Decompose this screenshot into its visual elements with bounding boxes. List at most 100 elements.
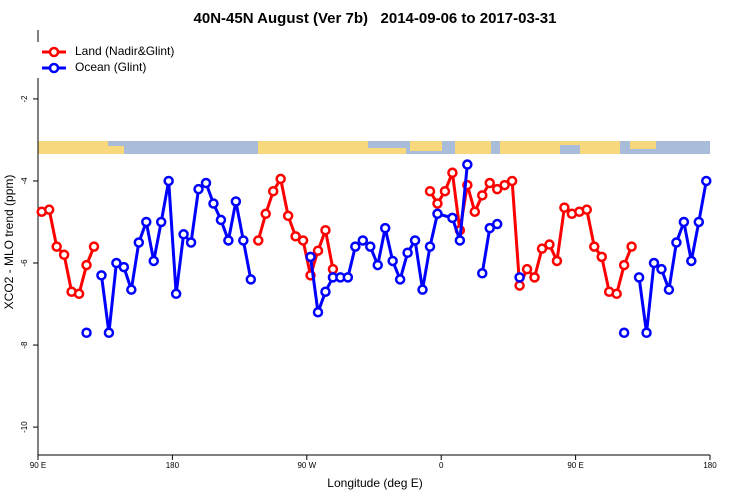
point [215, 214, 227, 226]
y-tick-label: -2 [20, 95, 29, 103]
legend [36, 42, 186, 78]
point [491, 183, 503, 195]
point [477, 190, 488, 201]
series-line [99, 164, 708, 333]
point [267, 185, 279, 197]
point [350, 241, 361, 252]
legend-label: Land (Nadir&Glint) [75, 44, 174, 58]
legend-label: Ocean (Glint) [75, 60, 146, 74]
point [372, 259, 383, 271]
point [529, 272, 540, 283]
point [141, 216, 152, 228]
point [223, 235, 234, 246]
point [611, 288, 622, 300]
point [200, 177, 212, 189]
point [469, 206, 481, 217]
point [462, 159, 473, 170]
point [51, 241, 62, 252]
point [88, 241, 100, 252]
point [641, 327, 652, 339]
x-tick-label: 0 [439, 461, 444, 470]
point [126, 284, 137, 295]
point [178, 229, 189, 240]
point [208, 198, 219, 209]
point [185, 237, 197, 248]
point [402, 247, 413, 259]
point [596, 251, 607, 263]
point [290, 231, 301, 242]
point [387, 255, 398, 267]
point [73, 288, 85, 300]
point [155, 216, 167, 228]
point [133, 237, 145, 248]
x-axis-label: Longitude (deg E) [327, 476, 422, 490]
point [148, 255, 159, 267]
point [559, 202, 570, 213]
point [499, 179, 510, 191]
point [81, 327, 92, 339]
point [663, 284, 675, 295]
point [417, 284, 428, 295]
x-tick-label: 180 [703, 461, 717, 470]
point [43, 204, 55, 215]
y-tick-label: -10 [20, 421, 29, 433]
point [618, 327, 630, 339]
point [342, 272, 354, 283]
point [58, 249, 70, 261]
point [491, 218, 503, 230]
point [163, 175, 174, 187]
y-tick-label: -4 [20, 177, 29, 185]
point [297, 235, 309, 246]
legend-marker [48, 46, 60, 58]
point [514, 272, 525, 283]
point [357, 235, 369, 246]
point [312, 306, 324, 318]
point [230, 196, 242, 207]
point [521, 263, 533, 275]
point [424, 185, 436, 197]
point [701, 175, 712, 187]
point [379, 222, 391, 234]
point [648, 257, 660, 269]
point [618, 259, 630, 271]
point [432, 198, 443, 209]
point [312, 245, 324, 256]
point [253, 235, 264, 246]
point [506, 175, 518, 187]
point [320, 224, 331, 236]
point [96, 270, 107, 281]
point [260, 208, 271, 220]
map-strip [38, 141, 710, 154]
point [514, 280, 525, 291]
point [238, 235, 249, 246]
point [447, 167, 458, 179]
point [282, 210, 294, 222]
point [477, 268, 488, 279]
point [686, 255, 697, 267]
point [275, 173, 286, 185]
point [81, 259, 92, 271]
x-tick-label: 90 E [567, 461, 583, 470]
point [320, 286, 331, 297]
point [409, 235, 421, 246]
point [551, 255, 563, 267]
point [544, 239, 555, 250]
point [671, 237, 682, 248]
point [245, 274, 257, 285]
point [693, 216, 705, 228]
point [193, 183, 204, 195]
y-tick-label: -6 [20, 259, 29, 267]
point [447, 212, 458, 224]
legend-marker [48, 62, 60, 74]
y-tick-label: -8 [20, 341, 29, 349]
x-tick-label: 180 [166, 461, 180, 470]
point [484, 177, 495, 189]
point [633, 272, 645, 283]
point [484, 222, 495, 234]
point [424, 241, 436, 252]
point [589, 241, 600, 252]
point [170, 288, 182, 300]
y-axis-label: XCO2 - MLO trend (ppm) [2, 175, 16, 310]
x-tick-label: 90 E [30, 461, 46, 470]
point [103, 327, 115, 339]
